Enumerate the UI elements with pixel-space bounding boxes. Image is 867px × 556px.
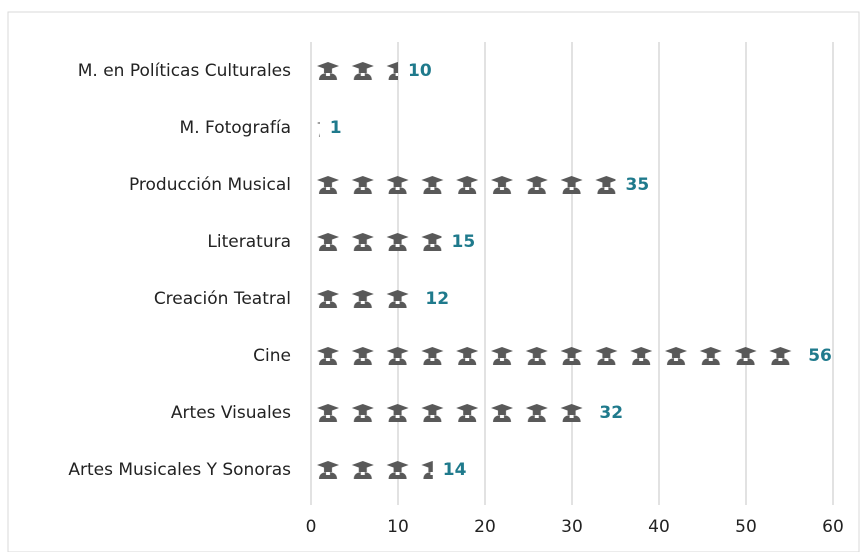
category-label: Creación Teatral: [154, 289, 291, 309]
value-label: 15: [452, 232, 476, 252]
value-label: 56: [808, 346, 832, 366]
category-label: Artes Visuales: [171, 403, 291, 423]
category-label: Producción Musical: [129, 175, 291, 195]
category-label: Literatura: [207, 232, 291, 252]
bar: [311, 118, 320, 138]
bar: [311, 232, 442, 252]
x-tick-label: 40: [648, 517, 670, 537]
x-tick-label: 50: [735, 517, 757, 537]
bar: [311, 460, 433, 480]
bar: [311, 346, 799, 366]
x-tick-label: 60: [822, 517, 844, 537]
x-tick-label: 30: [561, 517, 583, 537]
chart-border: [7, 11, 860, 553]
bar: [311, 61, 398, 81]
value-label: 10: [408, 61, 432, 81]
value-label: 32: [599, 403, 623, 423]
value-label: 12: [425, 289, 449, 309]
value-label: 35: [626, 175, 650, 195]
bar: [311, 289, 416, 309]
category-label: Cine: [253, 346, 291, 366]
bar: [311, 403, 590, 423]
value-label: 14: [443, 460, 467, 480]
bar: [311, 175, 616, 195]
category-label: Artes Musicales Y Sonoras: [68, 460, 291, 480]
category-label: M. Fotografía: [180, 118, 291, 138]
x-tick-label: 10: [387, 517, 409, 537]
x-tick-label: 0: [306, 517, 317, 537]
value-label: 1: [330, 118, 342, 138]
category-label: M. en Políticas Culturales: [78, 61, 291, 81]
x-tick-label: 20: [474, 517, 496, 537]
